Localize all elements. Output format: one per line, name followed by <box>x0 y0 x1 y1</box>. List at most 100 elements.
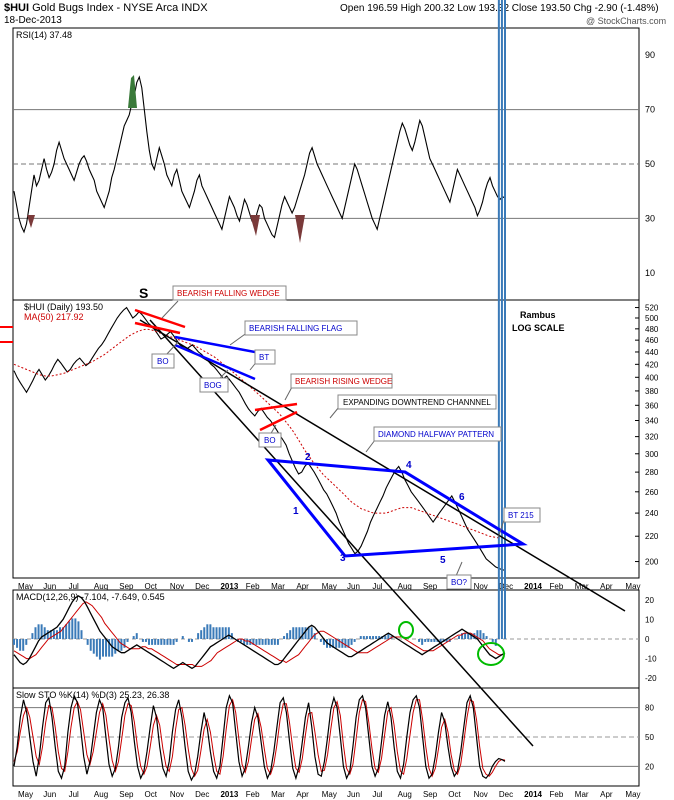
x-label-sto-22: Mar <box>575 790 589 799</box>
label-bo-q: BO? <box>451 578 468 587</box>
ma-legend: MA(50) 217.92 <box>24 312 84 322</box>
x-label-price-11: Apr <box>296 582 309 591</box>
ma50-line <box>13 328 506 540</box>
x-label-price-2: Jul <box>69 582 79 591</box>
wave-4: 4 <box>406 460 412 471</box>
macd-tick--10: -10 <box>645 655 657 664</box>
price-tick-480: 480 <box>645 325 659 334</box>
rsi-tick-10: 10 <box>645 268 655 278</box>
rsi-oversold-fill-2 <box>250 215 260 236</box>
x-label-price-5: Oct <box>145 582 158 591</box>
chart-title: $HUI Gold Bugs Index - NYSE Arca INDX <box>4 2 208 14</box>
pointer-bo1 <box>165 341 179 356</box>
price-tick-360: 360 <box>645 401 659 410</box>
x-label-price-22: Mar <box>575 582 589 591</box>
label-box-bo-q <box>446 574 472 590</box>
watermark: @ StockCharts.com <box>586 16 667 26</box>
rsi-oversold-fill-3 <box>295 215 305 243</box>
x-label-sto-5: Oct <box>145 790 158 799</box>
price-legend: $HUI (Daily) 193.50 <box>24 302 103 312</box>
label-box-bog <box>199 377 229 393</box>
x-label-sto-24: May <box>625 790 640 799</box>
macd-signal-line <box>13 601 506 667</box>
x-label-price-6: Nov <box>170 582 184 591</box>
falling-flag-lower <box>174 343 256 381</box>
x-label-price-1: Jun <box>43 582 56 591</box>
label-shoulder: S <box>139 285 148 301</box>
label-rambus: Rambus <box>520 310 556 320</box>
x-tick-labels: May May Jun Jun Jul Jul Aug Aug Sep Sep Oct Oct Nov N… <box>18 582 641 799</box>
x-label-price-20: 2014 <box>524 582 542 591</box>
wave-2: 2 <box>305 452 311 463</box>
x-label-sto-1: Jun <box>43 790 56 799</box>
x-label-sto-2: Jul <box>69 790 79 799</box>
x-label-sto-4: Sep <box>119 790 134 799</box>
x-label-price-23: Apr <box>600 582 613 591</box>
chart-date: 18-Dec-2013 <box>4 15 62 26</box>
sto-k-line <box>13 694 506 782</box>
label-bo1: BO <box>157 357 169 366</box>
wave-6: 6 <box>459 492 465 503</box>
price-tick-460: 460 <box>645 336 659 345</box>
rsi-tick-90: 90 <box>645 50 655 60</box>
x-label-sto-10: Mar <box>271 790 285 799</box>
label-diamond: DIAMOND HALFWAY PATTERN <box>378 430 494 439</box>
pointer-bo-q <box>455 561 463 577</box>
label-box-falling-wedge <box>172 285 287 301</box>
x-label-price-18: Nov <box>474 582 488 591</box>
x-label-sto-13: Jun <box>347 790 360 799</box>
label-box-diamond <box>373 426 502 442</box>
price-tick-500: 500 <box>645 314 659 323</box>
macd-tick-10: 10 <box>645 615 654 624</box>
index-name: Gold Bugs Index - NYSE Arca INDX <box>32 2 208 14</box>
grid-lines <box>13 109 639 767</box>
x-label-sto-19: Dec <box>499 790 513 799</box>
x-label-price-15: Aug <box>398 582 412 591</box>
rsi-oversold-fill-1 <box>27 215 35 228</box>
rsi-legend: RSI(14) 37.48 <box>16 30 72 40</box>
x-label-sto-16: Sep <box>423 790 438 799</box>
x-label-sto-14: Jul <box>372 790 382 799</box>
x-label-price-8: 2013 <box>220 582 238 591</box>
pointer-diamond <box>365 439 376 453</box>
label-box-bo1 <box>151 353 175 369</box>
label-box-falling-flag <box>244 320 358 336</box>
x-label-sto-23: Apr <box>600 790 613 799</box>
label-bearish-falling-wedge: BEARISH FALLING WEDGE <box>177 289 280 298</box>
wave-5: 5 <box>440 555 446 566</box>
pointer-bt215 <box>497 519 505 539</box>
price-tick-380: 380 <box>645 387 659 396</box>
x-label-price-12: May <box>322 582 337 591</box>
wave-3: 3 <box>340 553 346 564</box>
sto-tick-50: 50 <box>645 733 654 742</box>
channel-upper-line <box>139 319 626 612</box>
label-log-scale: LOG SCALE <box>512 323 565 333</box>
macd-tick-0: 0 <box>645 635 650 644</box>
price-tick-260: 260 <box>645 488 659 497</box>
x-label-sto-21: Feb <box>549 790 563 799</box>
x-label-price-16: Sep <box>423 582 438 591</box>
series-lines <box>13 0 506 782</box>
x-label-sto-7: Dec <box>195 790 209 799</box>
sto-legend: Slow STO %K(14) %D(3) 25.23, 26.38 <box>16 690 169 700</box>
price-tick-300: 300 <box>645 450 659 459</box>
x-label-price-9: Feb <box>246 582 260 591</box>
rsi-tick-30: 30 <box>645 213 655 223</box>
y-tick-labels: 1030507090200220240260280300320340360380… <box>645 50 659 771</box>
price-tick-320: 320 <box>645 433 659 442</box>
x-label-price-13: Jun <box>347 582 360 591</box>
label-bo2: BO <box>264 436 276 445</box>
sto-tick-20: 20 <box>645 762 654 771</box>
label-bearish-falling-flag: BEARISH FALLING FLAG <box>249 324 342 333</box>
price-tick-420: 420 <box>645 360 659 369</box>
label-bt215: BT 215 <box>508 511 534 520</box>
price-tick-280: 280 <box>645 468 659 477</box>
x-label-price-14: Jul <box>372 582 382 591</box>
diamond-pattern <box>264 458 528 558</box>
pointer-falling-wedge <box>161 300 179 319</box>
macd-cross-circle-2 <box>477 642 505 666</box>
x-label-sto-15: Aug <box>398 790 412 799</box>
label-box-bt215 <box>503 507 541 523</box>
